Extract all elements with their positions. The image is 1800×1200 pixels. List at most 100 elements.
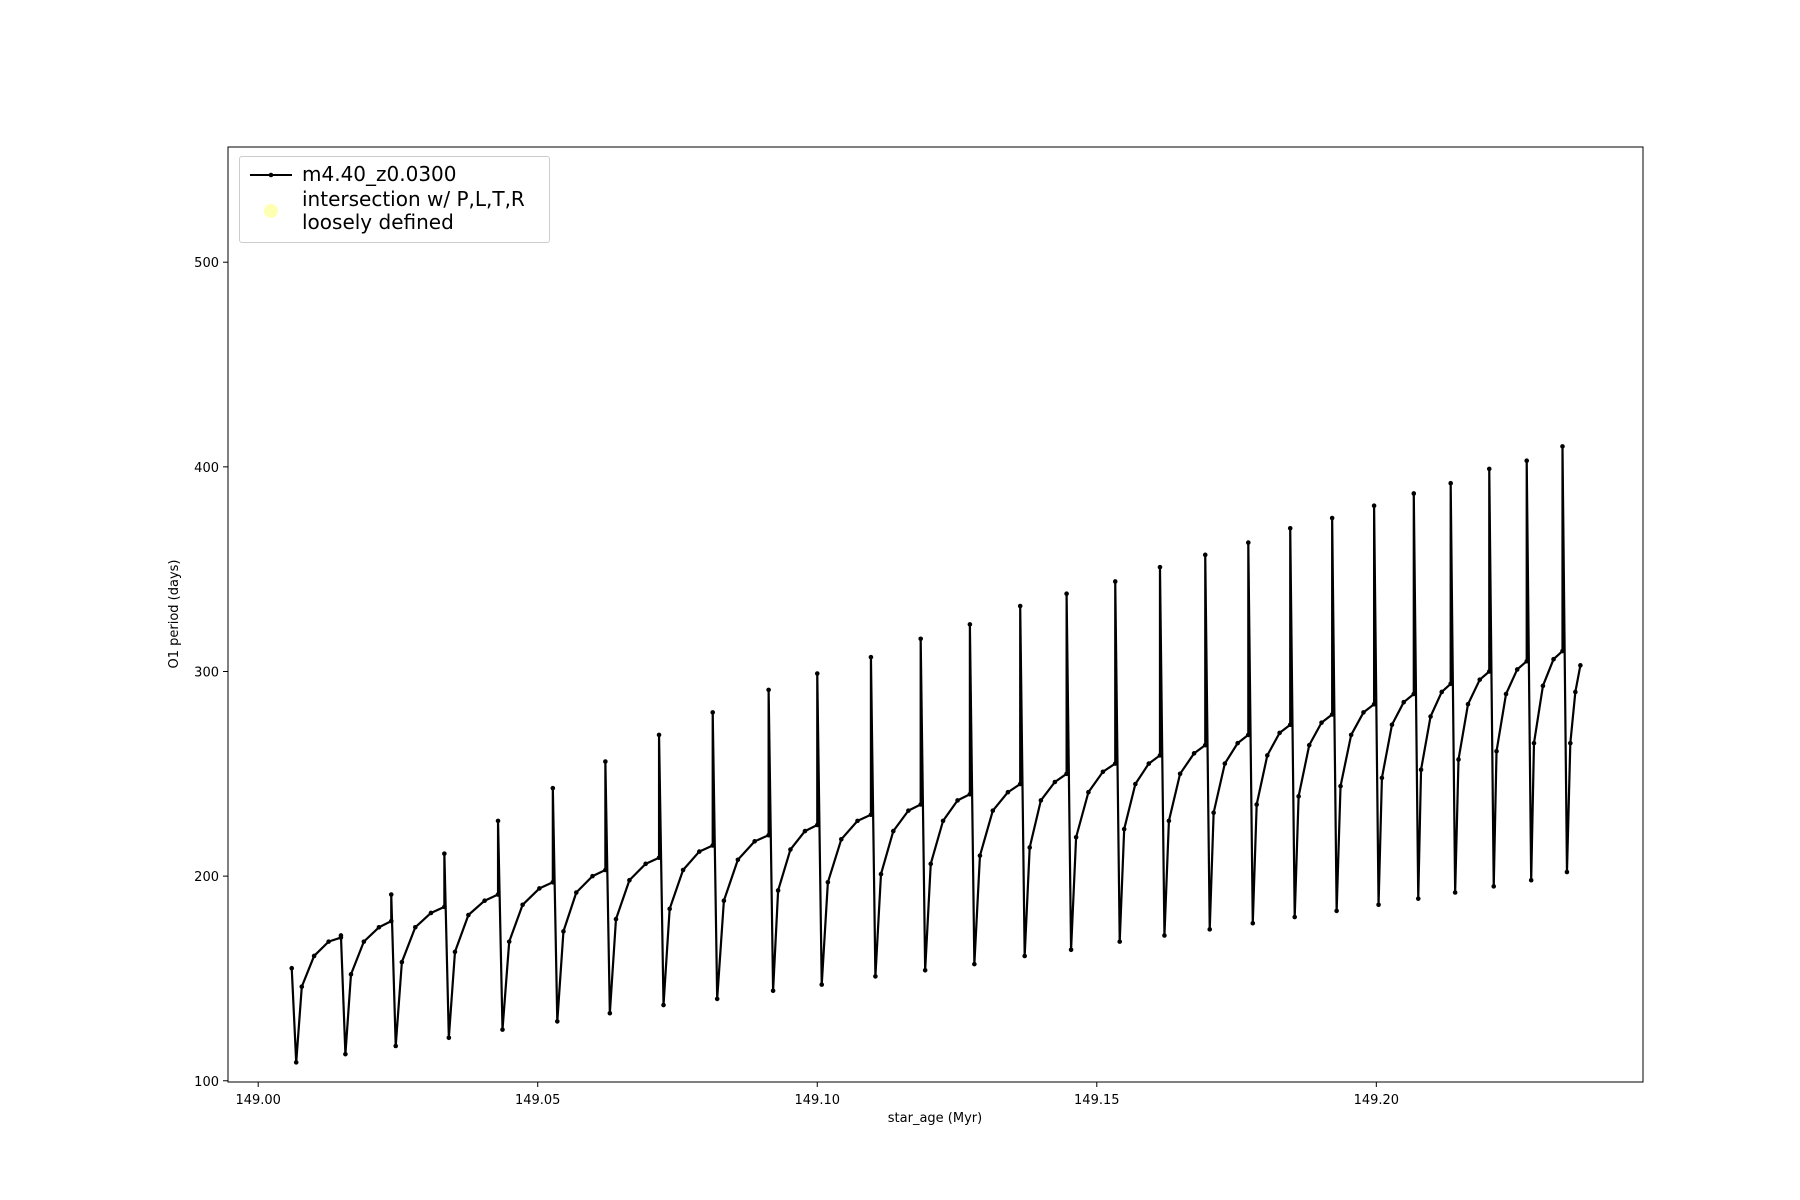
point [1306, 742, 1312, 748]
point [293, 1060, 299, 1065]
point [1245, 540, 1251, 545]
point [1491, 884, 1497, 889]
point [643, 861, 648, 867]
point [1568, 740, 1573, 746]
point [627, 877, 632, 883]
point [550, 879, 556, 885]
point [1560, 648, 1565, 654]
point [955, 798, 960, 803]
point [1052, 779, 1058, 785]
point [1411, 491, 1417, 496]
point [1292, 914, 1298, 920]
point [442, 851, 447, 856]
point [680, 867, 686, 873]
point [922, 967, 928, 973]
point [289, 965, 295, 971]
point [906, 808, 911, 813]
point [1265, 753, 1270, 758]
point [1338, 783, 1343, 789]
y-tick-label: 500 [194, 256, 219, 271]
point [1528, 877, 1534, 883]
point [735, 857, 741, 863]
point [1166, 818, 1172, 824]
x-tick-label: 149.15 [1074, 1093, 1120, 1108]
point [1573, 689, 1578, 695]
point [972, 961, 977, 967]
point [428, 910, 434, 916]
x-tick-label: 149.20 [1354, 1093, 1400, 1108]
point [506, 939, 512, 944]
point [819, 982, 825, 987]
point [1494, 749, 1499, 754]
point [1222, 761, 1228, 766]
point [603, 759, 608, 764]
point [1415, 896, 1421, 901]
legend-entry: m4.40_z0.0300 [240, 163, 549, 186]
point [495, 818, 501, 824]
point [554, 1019, 560, 1024]
point [338, 933, 344, 938]
point [1486, 466, 1492, 472]
plot-frame [227, 146, 1644, 1083]
point [446, 1035, 452, 1041]
point [696, 849, 702, 854]
legend: m4.40_z0.0300 intersection w/ P,L,T,R loo… [239, 156, 550, 243]
legend-label: m4.40_z0.0300 [302, 162, 457, 186]
point [1531, 740, 1537, 746]
point [1112, 579, 1118, 584]
point [1448, 681, 1453, 687]
point [838, 836, 844, 842]
point [1287, 722, 1293, 727]
point [918, 802, 923, 807]
point [1401, 699, 1407, 705]
legend-marker [264, 204, 278, 218]
point [1022, 953, 1027, 959]
point [412, 924, 418, 930]
point [868, 812, 874, 818]
point [1191, 751, 1197, 756]
point [1418, 767, 1424, 773]
point [656, 732, 662, 738]
point [550, 785, 556, 791]
point [868, 654, 874, 660]
point [520, 902, 525, 908]
point [466, 912, 471, 918]
legend-marker [268, 172, 274, 177]
point [990, 808, 996, 813]
point [1452, 890, 1458, 895]
point [766, 687, 771, 693]
legend-key [240, 203, 302, 219]
point [1177, 771, 1183, 777]
point [1524, 458, 1530, 464]
point [1456, 757, 1461, 762]
point [1439, 689, 1445, 695]
point [710, 710, 716, 715]
point [1329, 515, 1335, 521]
point [1503, 691, 1509, 697]
point [1162, 933, 1167, 938]
point [613, 916, 619, 922]
point [537, 886, 542, 891]
point [607, 1010, 613, 1016]
point [775, 888, 781, 893]
legend-swatch [250, 172, 292, 177]
point [890, 828, 896, 834]
point [1334, 908, 1339, 914]
point [376, 924, 382, 930]
point [1064, 771, 1069, 777]
point [442, 904, 447, 910]
point [495, 892, 501, 897]
x-tick-label: 149.00 [235, 1093, 281, 1108]
point [1133, 781, 1138, 787]
point [361, 939, 367, 944]
point [977, 853, 983, 858]
point [1540, 683, 1546, 689]
point [967, 622, 973, 627]
point [1524, 658, 1530, 664]
legend-swatch [264, 204, 278, 218]
point [1121, 826, 1127, 832]
point [399, 959, 405, 965]
point [482, 898, 487, 903]
